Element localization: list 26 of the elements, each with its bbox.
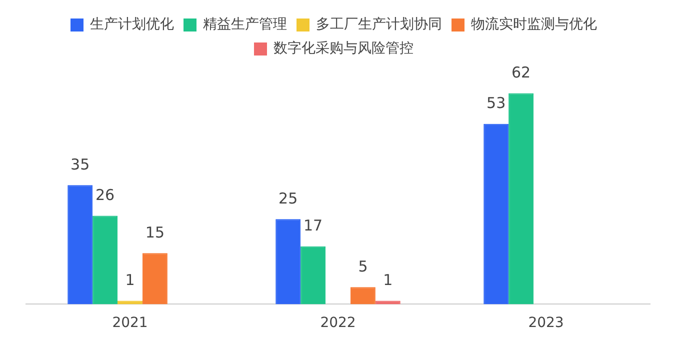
bar: [350, 287, 376, 304]
bar: [276, 219, 301, 304]
legend-label: 精益生产管理: [203, 16, 287, 33]
data-label: 1: [383, 271, 393, 290]
data-label: 25: [278, 190, 298, 208]
legend-label: 多工厂生产计划协同: [316, 16, 442, 33]
legend-label: 数字化采购与风险管控: [274, 40, 414, 57]
x-tick-label: 2022: [320, 315, 356, 332]
data-label: 1: [125, 271, 135, 290]
legend-label: 生产计划优化: [90, 16, 174, 33]
legend-label: 物流实时监测与优化: [471, 16, 597, 33]
bar: [300, 246, 326, 304]
data-label: 26: [95, 186, 115, 204]
data-label: 5: [358, 258, 368, 276]
data-label: 15: [145, 224, 165, 242]
x-tick-label: 2021: [112, 315, 148, 332]
bar: [484, 124, 509, 304]
data-label: 17: [303, 216, 323, 235]
bar: [508, 93, 534, 304]
data-label: 62: [511, 64, 531, 82]
data-label: 53: [486, 94, 506, 112]
bar: [142, 253, 168, 304]
bar: [92, 216, 118, 304]
x-tick-label: 2023: [528, 315, 564, 332]
bar: [68, 185, 93, 304]
data-label: 35: [70, 155, 90, 174]
